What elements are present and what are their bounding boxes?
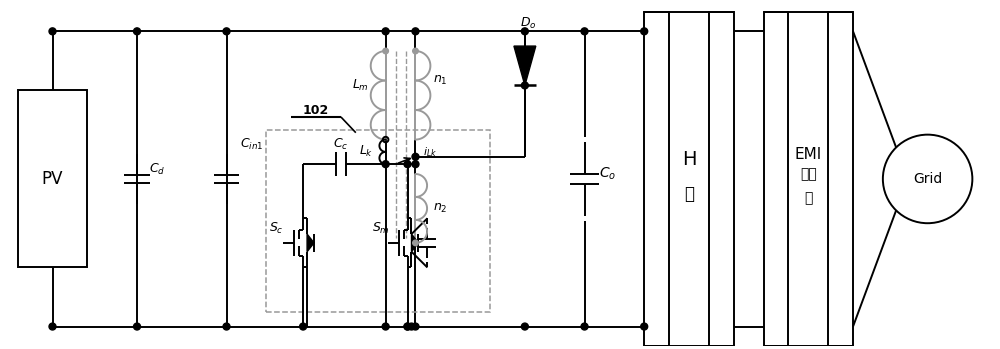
Circle shape: [223, 28, 230, 35]
Text: Grid: Grid: [913, 172, 942, 186]
Circle shape: [641, 323, 648, 330]
Circle shape: [382, 323, 389, 330]
Text: 器: 器: [804, 192, 812, 206]
Circle shape: [382, 28, 389, 35]
Text: $n_2$: $n_2$: [433, 202, 448, 215]
Circle shape: [521, 323, 528, 330]
Bar: [18, 90, 87, 267]
Bar: [266, 130, 490, 312]
Bar: [828, 12, 853, 346]
Circle shape: [581, 323, 588, 330]
Text: $L_m$: $L_m$: [352, 78, 369, 93]
Text: $S_m$: $S_m$: [372, 221, 390, 236]
Text: $S_c$: $S_c$: [269, 221, 284, 236]
Circle shape: [223, 323, 230, 330]
Circle shape: [404, 323, 411, 330]
Circle shape: [300, 323, 307, 330]
Text: 桥: 桥: [684, 185, 694, 203]
Circle shape: [383, 48, 388, 54]
Text: $C_{in1}$: $C_{in1}$: [240, 137, 263, 152]
Text: $C_d$: $C_d$: [149, 162, 165, 177]
Bar: [644, 12, 669, 346]
Circle shape: [412, 28, 419, 35]
Circle shape: [413, 240, 418, 246]
Circle shape: [412, 323, 419, 330]
Text: $i_{Lk}$: $i_{Lk}$: [423, 146, 437, 159]
Circle shape: [49, 28, 56, 35]
Circle shape: [521, 28, 528, 35]
Circle shape: [581, 28, 588, 35]
Circle shape: [404, 323, 411, 330]
Bar: [709, 12, 734, 346]
Polygon shape: [514, 46, 536, 86]
Circle shape: [49, 323, 56, 330]
Circle shape: [134, 28, 141, 35]
Text: H: H: [682, 150, 696, 169]
Polygon shape: [411, 234, 418, 252]
Text: $n_1$: $n_1$: [433, 74, 448, 87]
Circle shape: [404, 161, 411, 168]
Text: PV: PV: [42, 170, 63, 188]
Text: 102: 102: [303, 104, 329, 117]
Circle shape: [413, 48, 418, 54]
Text: EMI: EMI: [795, 147, 822, 162]
Text: $D_o$: $D_o$: [520, 16, 536, 31]
Circle shape: [412, 153, 419, 160]
Text: $C_c$: $C_c$: [333, 137, 349, 152]
Text: $C_o$: $C_o$: [599, 166, 616, 182]
Text: 滤波: 滤波: [800, 167, 817, 181]
Circle shape: [382, 161, 389, 168]
Polygon shape: [307, 234, 314, 252]
Text: $L_k$: $L_k$: [359, 144, 373, 159]
Circle shape: [134, 323, 141, 330]
Circle shape: [641, 28, 648, 35]
Circle shape: [408, 323, 415, 330]
Circle shape: [412, 161, 419, 168]
Bar: [764, 12, 788, 346]
Circle shape: [521, 82, 528, 89]
